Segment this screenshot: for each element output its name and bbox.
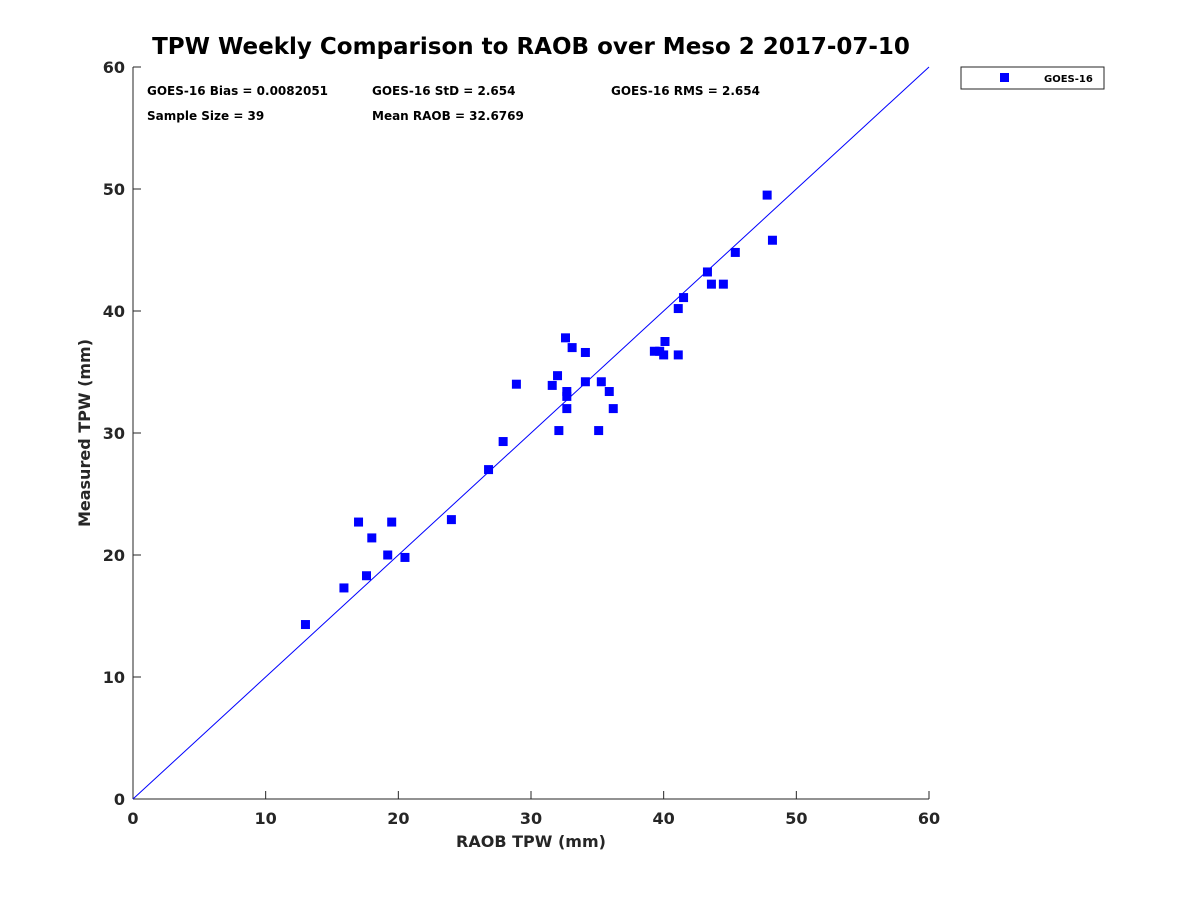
one-to-one-line bbox=[132, 66, 930, 800]
y-tick-label: 0 bbox=[114, 790, 125, 809]
data-point bbox=[767, 235, 777, 245]
data-point bbox=[649, 346, 659, 356]
data-point bbox=[560, 333, 570, 343]
data-point bbox=[339, 583, 349, 593]
data-point bbox=[580, 377, 590, 387]
data-point bbox=[594, 426, 604, 436]
data-point bbox=[679, 293, 689, 303]
y-tick-label: 40 bbox=[103, 302, 125, 321]
data-point bbox=[367, 533, 377, 543]
y-tick-label: 50 bbox=[103, 180, 125, 199]
legend: GOES-16 bbox=[960, 66, 1105, 90]
axes: 0 10 20 30 40 50 60 0 10 20 30 40 50 60 bbox=[103, 58, 940, 828]
annotation-bias: GOES-16 Bias = 0.0082051 bbox=[147, 84, 328, 98]
data-point bbox=[354, 517, 364, 527]
y-tick-label: 30 bbox=[103, 424, 125, 443]
x-tick-label: 60 bbox=[918, 809, 940, 828]
x-tick-label: 30 bbox=[520, 809, 542, 828]
data-point bbox=[553, 371, 563, 381]
x-axis-label: RAOB TPW (mm) bbox=[456, 832, 606, 851]
data-point bbox=[580, 347, 590, 357]
y-tick-label: 10 bbox=[103, 668, 125, 687]
x-tick-label: 40 bbox=[653, 809, 675, 828]
data-point bbox=[554, 426, 564, 436]
data-point bbox=[718, 279, 728, 289]
data-point bbox=[562, 404, 572, 414]
x-tick-label: 0 bbox=[127, 809, 138, 828]
annotation-rms: GOES-16 RMS = 2.654 bbox=[611, 84, 760, 98]
data-point bbox=[511, 379, 521, 389]
data-point bbox=[604, 387, 614, 397]
data-point bbox=[706, 279, 716, 289]
data-point bbox=[562, 387, 572, 397]
legend-marker bbox=[1000, 73, 1009, 82]
y-tick-label: 20 bbox=[103, 546, 125, 565]
data-point bbox=[498, 437, 508, 447]
x-tick-label: 10 bbox=[255, 809, 277, 828]
data-point bbox=[446, 515, 456, 525]
annotation-mean-raob: Mean RAOB = 32.6769 bbox=[372, 109, 524, 123]
data-point bbox=[608, 404, 618, 414]
data-point bbox=[660, 337, 670, 346]
data-point bbox=[673, 304, 683, 314]
data-point bbox=[547, 380, 557, 390]
x-tick-label: 20 bbox=[387, 809, 409, 828]
legend-box bbox=[960, 66, 1105, 90]
chart-title: TPW Weekly Comparison to RAOB over Meso … bbox=[152, 34, 910, 60]
data-point bbox=[400, 552, 410, 562]
data-point bbox=[659, 350, 669, 360]
data-point bbox=[300, 620, 310, 630]
data-point bbox=[596, 377, 606, 387]
data-point bbox=[383, 550, 393, 560]
data-point bbox=[562, 391, 572, 401]
y-tick-label: 60 bbox=[103, 58, 125, 77]
data-point bbox=[702, 267, 712, 277]
legend-label: GOES-16 bbox=[1044, 74, 1093, 85]
data-point bbox=[673, 350, 683, 360]
data-points bbox=[300, 190, 777, 630]
data-point bbox=[730, 247, 740, 257]
data-point bbox=[484, 465, 494, 475]
y-axis-label: Measured TPW (mm) bbox=[75, 339, 94, 527]
data-point bbox=[567, 343, 577, 353]
data-point bbox=[387, 517, 397, 527]
annotation-sample-size: Sample Size = 39 bbox=[147, 109, 264, 123]
annotation-std: GOES-16 StD = 2.654 bbox=[372, 84, 515, 98]
data-point bbox=[762, 190, 772, 200]
data-point bbox=[361, 571, 371, 581]
x-tick-label: 50 bbox=[785, 809, 807, 828]
